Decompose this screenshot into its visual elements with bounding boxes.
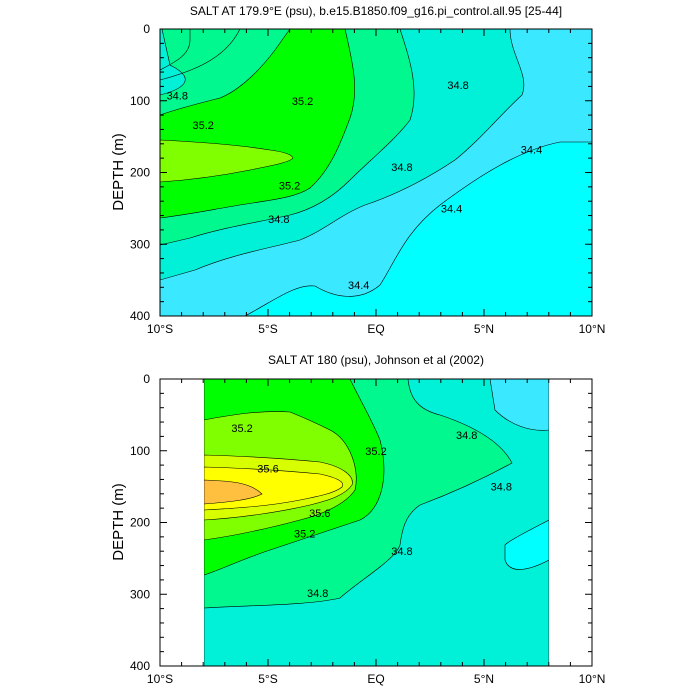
y-axis-label: DEPTH (m) <box>110 483 127 561</box>
x-tick-label: 10°S <box>147 672 173 686</box>
y-tick-label: 0 <box>143 22 150 36</box>
contour-label: 35.2 <box>365 446 386 458</box>
contour-label: 35.2 <box>292 96 313 108</box>
x-tick-label: 5°N <box>474 672 494 686</box>
field-fill <box>160 139 294 183</box>
y-axis: 0 100 200 300 400 <box>130 22 592 323</box>
chart-title: SALT AT 180 (psu), Johnson et al (2002) <box>268 353 484 367</box>
y-tick-label: 300 <box>130 587 150 601</box>
contour-label: 34.8 <box>391 546 412 558</box>
y-tick-label: 200 <box>130 516 150 530</box>
y-tick-label: 100 <box>130 94 150 108</box>
contour-label: 34.4 <box>348 280 369 292</box>
contour-label: 34.8 <box>167 91 188 103</box>
contour-label: 35.2 <box>279 180 300 192</box>
contour-label: 35.2 <box>231 423 252 435</box>
contour-labels: 34.8 35.2 35.2 34.8 34.8 35.2 34.8 34.4 34.4 34.4 <box>167 80 543 292</box>
x-tick-label: 10°N <box>579 672 606 686</box>
x-tick-label: 5°S <box>258 322 277 336</box>
y-tick-label: 400 <box>130 659 150 673</box>
y-tick-label: 0 <box>143 372 150 386</box>
y-tick-label: 100 <box>130 444 150 458</box>
y-tick-label: 400 <box>130 309 150 323</box>
chart-panel-2: SALT AT 180 (psu), Johnson et al (2002) … <box>110 353 605 686</box>
contour-label: 35.6 <box>309 508 330 520</box>
field-fill <box>489 379 549 431</box>
contour-labels: 35.2 35.6 35.2 34.8 34.8 35.6 35.2 34.8 34.8 <box>231 423 512 600</box>
x-tick-label: 10°S <box>147 322 173 336</box>
field-fill <box>160 29 241 81</box>
x-tick-label: 5°S <box>258 672 277 686</box>
x-tick-label: EQ <box>367 322 384 336</box>
field-fill <box>204 479 263 505</box>
chart-title: SALT AT 179.9°E (psu), b.e15.B1850.f09_g… <box>190 4 562 18</box>
x-axis: 10°S 5°S EQ 5°N 10°N <box>147 29 605 336</box>
contour-label: 35.2 <box>294 528 315 540</box>
x-axis: 10°S 5°S EQ 5°N 10°N <box>147 379 605 686</box>
y-tick-label: 200 <box>130 166 150 180</box>
contour-label: 35.6 <box>257 464 278 476</box>
x-tick-label: EQ <box>367 672 384 686</box>
contour-label: 35.2 <box>192 120 213 132</box>
contour-label: 34.4 <box>441 203 462 215</box>
x-tick-label: 5°N <box>474 322 494 336</box>
y-axis: 0 100 200 300 400 <box>130 372 592 673</box>
contour-label: 34.8 <box>307 588 328 600</box>
field-fill <box>160 29 191 71</box>
contour-label: 34.8 <box>391 162 412 174</box>
chart-panel-1: SALT AT 179.9°E (psu), b.e15.B1850.f09_g… <box>110 4 605 336</box>
y-axis-label: DEPTH (m) <box>110 133 127 211</box>
contour-label: 34.4 <box>521 145 542 157</box>
x-tick-label: 10°N <box>579 322 606 336</box>
contour-label: 34.8 <box>491 482 512 494</box>
plot-area <box>204 379 549 666</box>
plot-area <box>160 29 592 316</box>
contour-label: 34.8 <box>268 214 289 226</box>
field-fill <box>504 519 549 570</box>
contour-label: 34.8 <box>456 430 477 442</box>
contour-label: 34.8 <box>447 80 468 92</box>
y-tick-label: 300 <box>130 237 150 251</box>
